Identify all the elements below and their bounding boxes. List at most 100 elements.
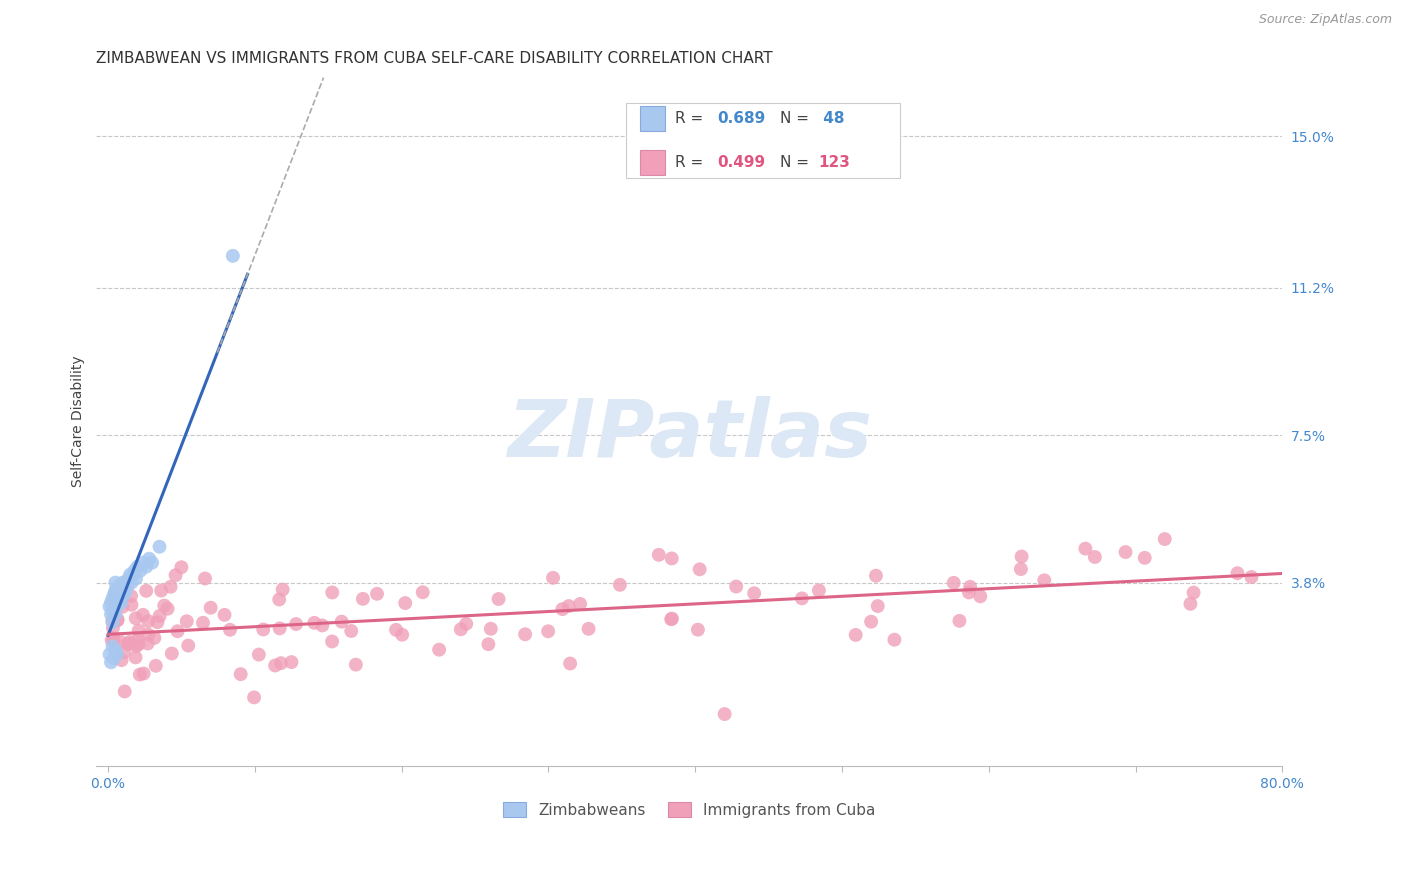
Point [103, 634, 125, 648]
Point [145, 658, 167, 673]
Text: R =: R = [675, 155, 709, 169]
Point [103, 588, 125, 602]
Point [942, 575, 965, 590]
Point [412, 585, 434, 599]
Point [285, 617, 308, 632]
Point [807, 583, 830, 598]
Point [860, 615, 883, 629]
Point [149, 609, 172, 624]
Point [98, 648, 121, 662]
Point [108, 583, 131, 598]
Point [176, 615, 198, 629]
Point [135, 559, 157, 574]
Point [661, 551, 683, 566]
Point [112, 580, 135, 594]
Text: ZIMBABWEAN VS IMMIGRANTS FROM CUBA SELF-CARE DISABILITY CORRELATION CHART: ZIMBABWEAN VS IMMIGRANTS FROM CUBA SELF-… [97, 51, 773, 66]
Point [661, 612, 683, 626]
Point [128, 624, 150, 638]
Point [107, 580, 129, 594]
Point [321, 634, 343, 648]
Point [243, 690, 266, 705]
Point [101, 640, 124, 654]
Point [558, 657, 581, 671]
Point [110, 588, 132, 602]
Point [100, 595, 122, 609]
Point [108, 634, 131, 648]
Point [1010, 562, 1032, 576]
Text: 0.499: 0.499 [717, 155, 765, 169]
Point [1240, 570, 1263, 584]
Point [689, 562, 711, 576]
Point [269, 592, 291, 607]
Point [101, 615, 124, 630]
Text: 48: 48 [818, 112, 845, 126]
Point [105, 648, 128, 662]
Legend: Zimbabweans, Immigrants from Cuba: Zimbabweans, Immigrants from Cuba [496, 796, 882, 823]
Point [98, 599, 121, 614]
Point [170, 560, 193, 574]
Point [120, 567, 142, 582]
Point [150, 583, 173, 598]
Point [194, 572, 217, 586]
Point [427, 642, 450, 657]
Point [866, 599, 889, 613]
Point [1011, 549, 1033, 564]
Point [304, 615, 326, 630]
Point [1074, 541, 1097, 556]
Point [132, 666, 155, 681]
Point [117, 637, 139, 651]
Point [1115, 545, 1137, 559]
Point [344, 657, 367, 672]
Point [845, 628, 868, 642]
Point [391, 628, 413, 642]
Point [200, 600, 222, 615]
Point [108, 591, 131, 606]
Point [136, 636, 159, 650]
Text: Source: ZipAtlas.com: Source: ZipAtlas.com [1258, 13, 1392, 27]
Point [111, 599, 134, 614]
Point [366, 587, 388, 601]
Point [969, 590, 991, 604]
Point [686, 623, 709, 637]
Point [537, 624, 560, 639]
Point [659, 612, 682, 626]
Point [112, 645, 135, 659]
Point [101, 591, 124, 606]
Point [100, 633, 122, 648]
Text: R =: R = [675, 112, 709, 126]
Point [321, 585, 343, 599]
Text: ZIPatlas: ZIPatlas [508, 396, 872, 474]
Point [1153, 532, 1175, 546]
Point [103, 631, 125, 645]
Point [121, 636, 143, 650]
Point [153, 599, 176, 613]
Point [957, 585, 980, 599]
Point [456, 616, 478, 631]
Point [160, 647, 183, 661]
Point [103, 595, 125, 609]
Point [120, 589, 142, 603]
Point [883, 632, 905, 647]
Point [541, 571, 564, 585]
Point [488, 592, 510, 607]
Point [107, 613, 129, 627]
Point [1180, 597, 1202, 611]
Text: N =: N = [780, 155, 814, 169]
Point [104, 643, 127, 657]
Text: 123: 123 [818, 155, 851, 169]
Point [117, 637, 139, 651]
Point [104, 592, 127, 607]
Point [107, 613, 129, 627]
Point [104, 583, 127, 598]
Point [159, 580, 181, 594]
Point [558, 599, 581, 613]
Point [117, 572, 139, 586]
Point [101, 614, 124, 628]
Point [104, 575, 127, 590]
Point [114, 583, 136, 598]
Point [111, 583, 134, 598]
Point [138, 551, 160, 566]
Point [100, 607, 122, 622]
Point [121, 598, 143, 612]
Point [214, 607, 236, 622]
